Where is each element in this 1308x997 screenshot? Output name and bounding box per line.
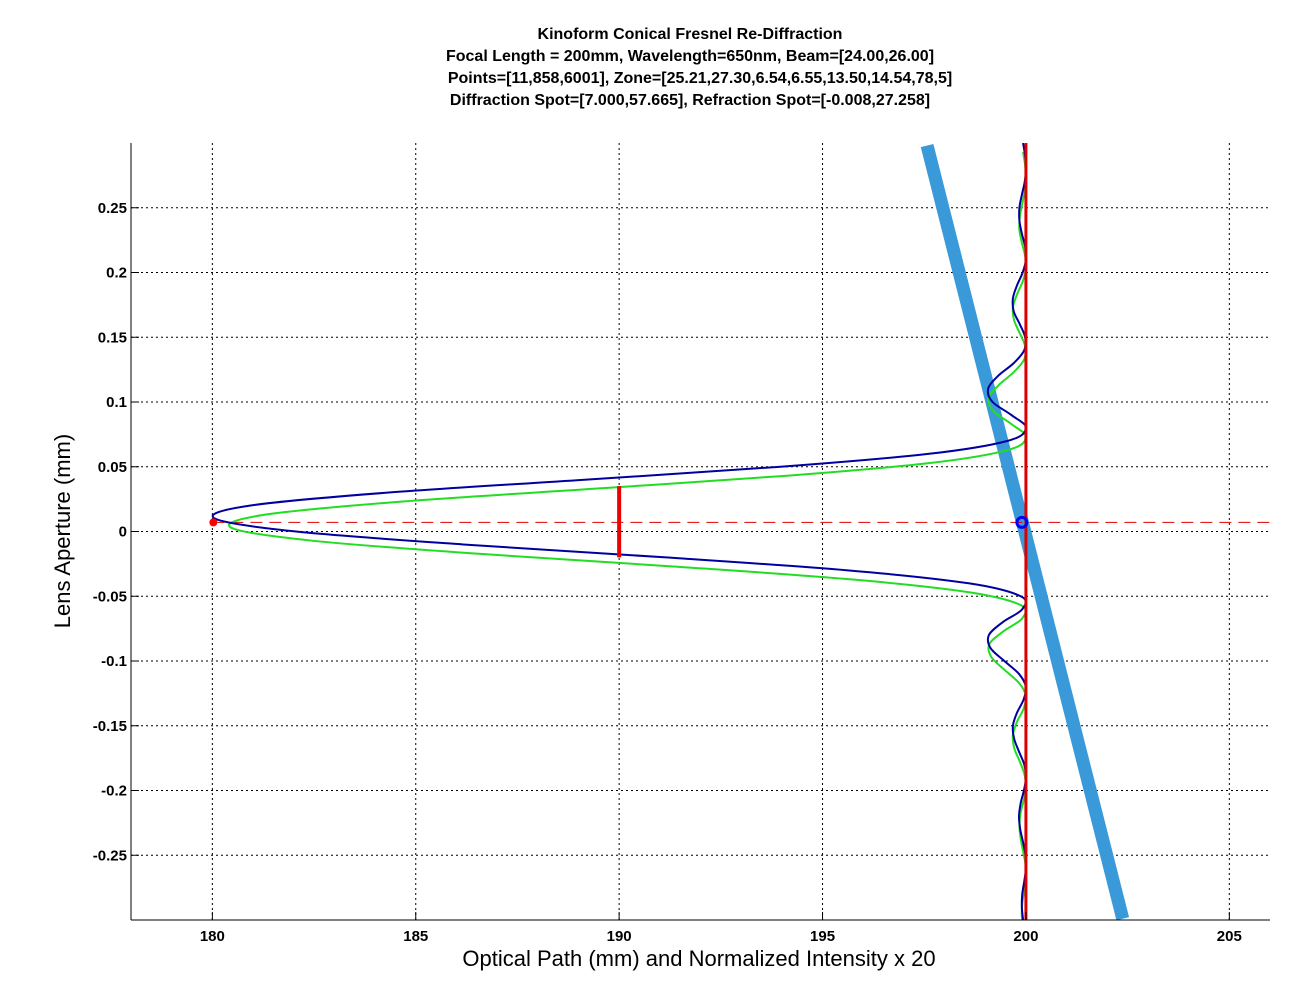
x-tick-label: 185	[403, 928, 428, 945]
intensity-curve-green	[228, 151, 1028, 920]
x-tick-label: 190	[607, 928, 632, 945]
y-axis-label: Lens Aperture (mm)	[50, 434, 75, 628]
title-line-4: Diffraction Spot=[7.000,57.665], Refract…	[449, 92, 931, 109]
plot-marks	[209, 143, 1270, 920]
x-tick-label: 200	[1013, 928, 1038, 945]
y-tick-label: -0.25	[93, 847, 127, 864]
title-line-2: Focal Length = 200mm, Wavelength=650nm, …	[445, 48, 935, 65]
title-line-1: Kinoform Conical Fresnel Re-Diffraction	[537, 26, 843, 43]
y-tick-label: -0.1	[101, 653, 127, 670]
y-tick-label: 0.25	[98, 200, 127, 217]
chart-title: Kinoform Conical Fresnel Re-Diffraction …	[0, 24, 1308, 112]
x-tick-label: 195	[810, 928, 835, 945]
y-tick-label: 0.15	[98, 329, 127, 346]
x-tick-label: 180	[200, 928, 225, 945]
y-tick-label: 0.1	[106, 394, 127, 411]
axes: 180 185 190 195 200 205 0.25 0.2 0.15 0.1 0.05 0 -0.…	[93, 143, 1270, 945]
refraction-spot-marker	[1015, 515, 1029, 529]
x-axis-label: Optical Path (mm) and Normalized Intensi…	[462, 946, 935, 971]
title-line-3: Points=[11,858,6001], Zone=[25.21,27.30,…	[447, 70, 953, 87]
x-tick-label: 205	[1217, 928, 1242, 945]
y-tick-label: -0.05	[93, 588, 127, 605]
y-tick-label: 0	[119, 524, 127, 541]
y-tick-label: -0.15	[93, 718, 127, 735]
diffraction-spot-marker	[209, 518, 218, 527]
y-tick-label: 0.05	[98, 459, 127, 476]
y-tick-label: -0.2	[101, 783, 127, 800]
y-tick-label: 0.2	[106, 265, 127, 282]
